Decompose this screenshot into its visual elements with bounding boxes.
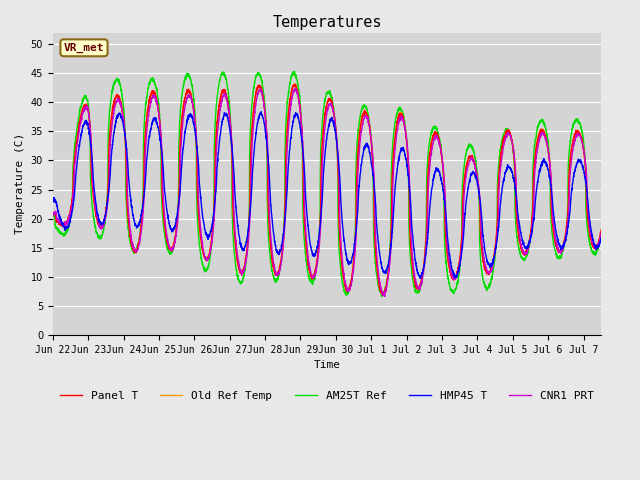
Title: Temperatures: Temperatures [272, 15, 381, 30]
X-axis label: Time: Time [314, 360, 340, 370]
Text: VR_met: VR_met [64, 43, 104, 53]
Y-axis label: Temperature (C): Temperature (C) [15, 133, 25, 234]
Legend: Panel T, Old Ref Temp, AM25T Ref, HMP45 T, CNR1 PRT: Panel T, Old Ref Temp, AM25T Ref, HMP45 … [55, 386, 599, 405]
